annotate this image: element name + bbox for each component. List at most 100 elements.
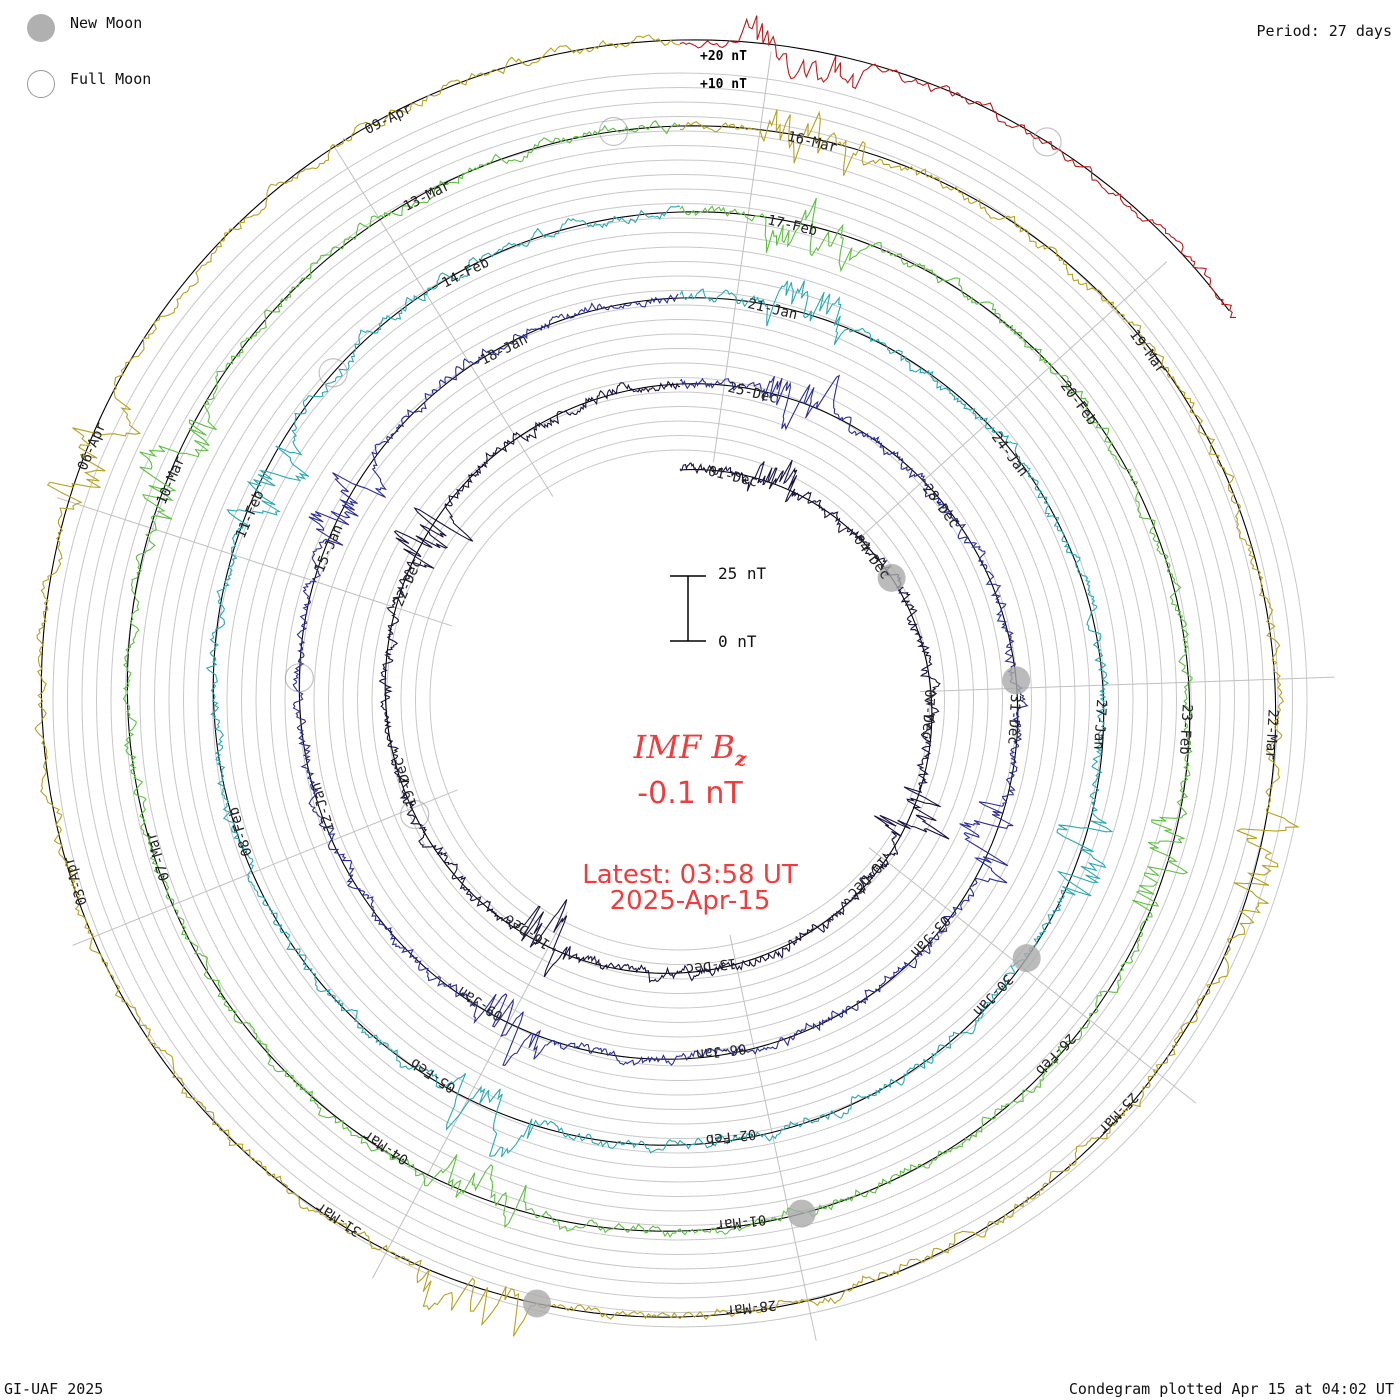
quantity-title: IMF Bz [0,728,1380,770]
baseline-spiral [40,39,1277,1318]
date-tick-label: 02-Feb [705,1126,757,1148]
date-tick-label: 22-Dec [391,556,426,609]
reference-ring [371,391,989,1009]
reference-ring [81,101,1279,1299]
reference-ring [328,348,1032,1052]
credit-label: GI-UAF 2025 [4,1380,104,1398]
full-moon-marker [400,799,430,830]
quantity-main: IMF B [633,728,735,766]
date-tick-label: 14-Feb [439,255,491,292]
day-spokes [56,51,1335,1341]
reference-ring [154,174,1206,1226]
date-tick-label: 06-Jan [695,1040,747,1062]
date-tick-label: 19-Mar [1126,327,1169,377]
new-moon-legend-icon [27,14,55,42]
full-moon-marker [284,663,314,693]
reference-ring [255,275,1105,1125]
reference-ring [400,420,960,980]
reference-ring [52,72,1308,1328]
bz-series [34,15,1301,1337]
reference-ring [313,333,1047,1067]
day-spoke [858,261,1168,540]
full-moon-marker [1032,127,1062,157]
day-spoke [372,911,568,1279]
reference-ring [415,435,945,965]
date-tick-label: 16-Dec [502,911,553,952]
reference-rings [52,72,1308,1328]
bz-series-turn-4 [122,120,1193,1238]
reference-ring [139,159,1221,1241]
reference-ring [110,130,1250,1270]
reference-label-plus20: +20 nT [700,49,747,64]
date-tick-label: 24-Jan [988,430,1031,480]
date-tick-label: 22-Mar [1262,709,1281,760]
reference-ring [284,304,1076,1096]
bz-series-turn-5 [34,34,1301,1337]
full-moon-marker [318,358,348,388]
new-moon-marker [877,563,906,592]
new-moon-marker [787,1199,816,1228]
reference-ring [386,406,974,994]
date-tick-label: 27-Jan [1090,699,1109,750]
moon-phase-markers [284,116,1062,1318]
day-spoke [868,847,1197,1104]
latest-time: Latest: 03:58 UT [582,860,798,890]
date-tick-label: 08-Feb [226,805,256,858]
bz-series-turn-2 [292,293,1029,1066]
date-tick-label: 07-Dec [918,689,937,740]
reference-ring [299,319,1061,1081]
date-tick-label: 01-Mar [715,1211,767,1233]
date-tick-label: 28-Mar [725,1296,777,1318]
current-value: -0.1 nT [637,776,743,811]
full-moon-legend-label: Full Moon [70,70,152,88]
date-tick-label: 01-Dec [706,463,759,490]
period-label: Period: 27 days [1256,22,1392,40]
date-tick-label: 25-Dec [726,380,779,407]
reference-ring [183,203,1177,1197]
day-spoke [919,676,1335,693]
baseline-spiral-path [40,39,1277,1318]
reference-ring [67,87,1293,1313]
full-moon-marker [598,116,629,147]
reference-ring [226,246,1134,1154]
date-tick-label: 09-Apr [362,101,414,138]
scale-bar-top-label: 25 nT [718,564,767,583]
reference-ring [197,217,1163,1183]
quantity-subscript: z [734,746,747,771]
date-tick-label: 23-Feb [1176,704,1195,755]
full-moon-legend-icon [27,70,55,98]
new-moon-legend-label: New Moon [70,14,143,32]
reference-ring [357,377,1003,1023]
date-tick-label: 26-Feb [1032,1030,1078,1078]
scale-bar-bottom-label: 0 nT [718,632,757,651]
new-moon-marker [522,1289,551,1318]
reference-label-plus10: +10 nT [700,77,747,92]
day-spoke [332,144,554,497]
date-tick-label: 20-Feb [1057,378,1100,428]
date-tick-label: 21-Jan [746,296,799,323]
new-moon-marker [1012,944,1041,973]
date-tick-label: 13-Dec [685,955,737,977]
reference-ring [241,261,1119,1139]
reference-ring [270,290,1090,1110]
date-tick-labels: 01-Dec04-Dec07-Dec10-Dec13-Dec16-Dec19-D… [61,101,1281,1318]
date-tick-label: 05-Feb [408,1055,459,1096]
date-tick-label: 11-Feb [233,488,268,541]
date-tick-label: 25-Mar [1095,1089,1141,1137]
reference-ring [168,188,1192,1212]
bz-series-turn-3 [205,205,1114,1158]
reference-ring [342,362,1018,1038]
date-tick-label: 31-Mar [313,1198,364,1239]
bz-series-turn-6 [679,15,1236,318]
scale-bar [670,575,706,642]
day-spoke [729,934,817,1341]
reference-ring [96,116,1264,1284]
reference-ring [125,145,1235,1255]
plotted-timestamp: Condegram plotted Apr 15 at 04:02 UT [1068,1380,1394,1398]
day-spoke [72,789,458,946]
day-spoke [56,497,452,627]
latest-date: 2025-Apr-15 [609,886,771,916]
date-tick-label: 31-Dec [1004,694,1023,745]
day-spoke [712,51,772,463]
